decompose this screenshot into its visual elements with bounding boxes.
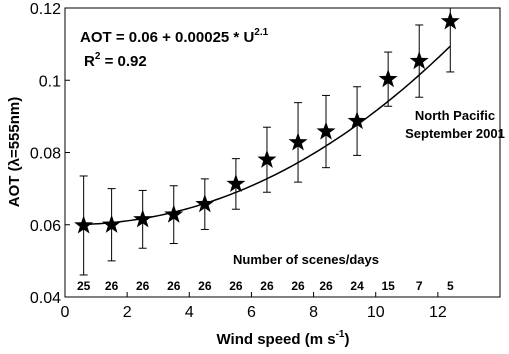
count-label: 15 xyxy=(381,279,395,293)
annotation: North Pacific xyxy=(415,108,495,123)
y-tick-label: 0.06 xyxy=(30,218,61,235)
count-label: 26 xyxy=(260,279,274,293)
equation-text: AOT = 0.06 + 0.00025 * U xyxy=(80,29,254,46)
count-label: 26 xyxy=(136,279,150,293)
count-label: 26 xyxy=(198,279,212,293)
count-label: 26 xyxy=(229,279,243,293)
r-squared: R2 = 0.92 xyxy=(84,51,147,70)
y-tick-label: 0.12 xyxy=(30,1,61,18)
x-tick-label: 12 xyxy=(429,304,447,321)
x-tick-label: 4 xyxy=(185,304,194,321)
count-label: 26 xyxy=(319,279,333,293)
count-label: 5 xyxy=(447,279,454,293)
r-squared-value: = 0.92 xyxy=(100,53,146,70)
x-tick-label: 6 xyxy=(247,304,256,321)
count-label: 26 xyxy=(291,279,305,293)
x-tick-label: 8 xyxy=(309,304,318,321)
y-tick-label: 0.1 xyxy=(39,73,61,90)
count-label: 26 xyxy=(105,279,119,293)
annotation: September 2001 xyxy=(405,126,505,141)
x-tick-label: 2 xyxy=(123,304,132,321)
y-tick-label: 0.08 xyxy=(30,146,61,163)
y-axis-label: AOT (λ=555nm) xyxy=(6,97,23,207)
count-label: 25 xyxy=(77,279,91,293)
x-tick-label: 0 xyxy=(61,304,70,321)
y-tick-label: 0.04 xyxy=(30,290,61,307)
annotation: Number of scenes/days xyxy=(233,252,379,267)
x-axis-label: Wind speed (m s-1) xyxy=(217,329,350,348)
equation-exponent: 2.1 xyxy=(254,27,268,38)
x-axis-label-suffix: ) xyxy=(344,331,349,348)
count-label: 26 xyxy=(167,279,181,293)
count-label: 24 xyxy=(350,279,364,293)
count-label: 7 xyxy=(416,279,423,293)
equation: AOT = 0.06 + 0.00025 * U2.1 xyxy=(80,27,269,46)
x-tick-label: 10 xyxy=(367,304,385,321)
r-squared-text: R xyxy=(84,53,95,70)
x-axis-label-text: Wind speed (m s xyxy=(217,331,336,348)
